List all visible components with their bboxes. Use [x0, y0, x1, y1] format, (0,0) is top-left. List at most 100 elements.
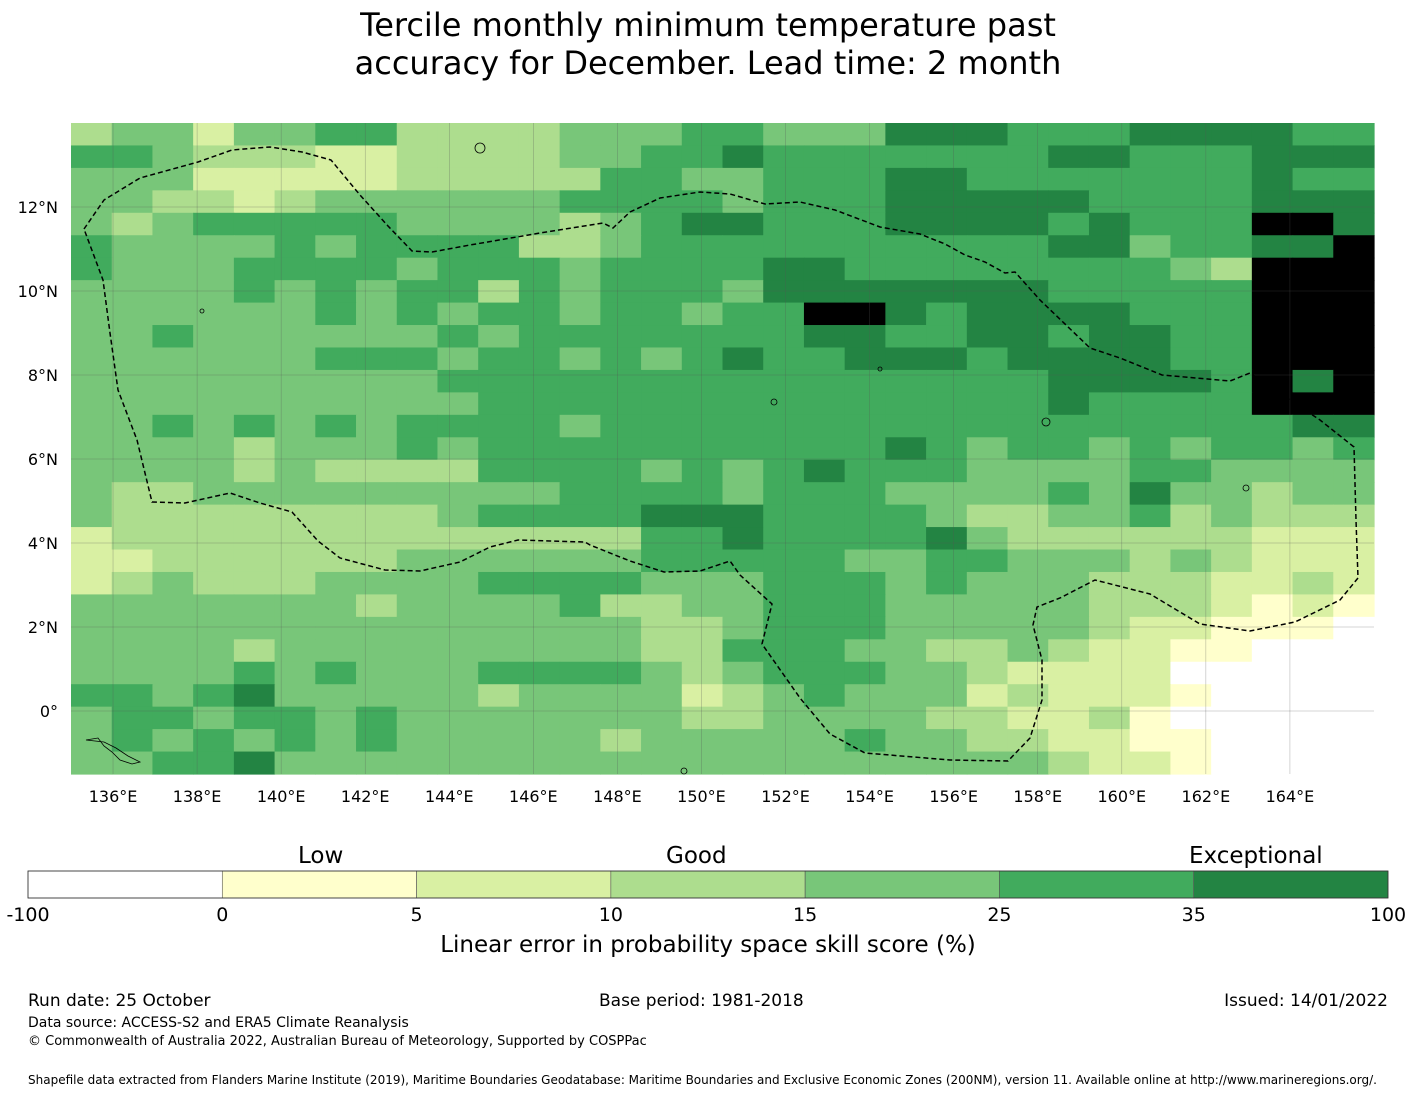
grid-cell: [1007, 459, 1049, 483]
grid-cell: [356, 392, 398, 416]
grid-cell: [71, 302, 113, 326]
grid-cell: [437, 280, 479, 304]
grid-cell: [885, 369, 927, 393]
grid-cell: [763, 235, 805, 259]
grid-cell: [1088, 729, 1131, 753]
grid-cell: [926, 257, 968, 281]
grid-cell: [437, 257, 479, 281]
grid-cell: [274, 482, 316, 506]
grid-cell: [966, 414, 1009, 438]
grid-cell: [763, 729, 805, 753]
grid-cell: [478, 392, 520, 416]
grid-cell: [803, 684, 846, 708]
grid-cell: [518, 325, 561, 349]
grid-cell: [844, 504, 886, 528]
grid-cell: [1129, 661, 1172, 685]
grid-cell: [518, 706, 561, 730]
grid-cell: [478, 325, 520, 349]
grid-cell: [1007, 527, 1049, 551]
grid-cell: [233, 347, 276, 371]
island-icon: [1041, 417, 1051, 427]
grid-cell: [844, 684, 886, 708]
grid-cell: [233, 729, 276, 753]
grid-cell: [1007, 751, 1049, 775]
grid-cell: [1048, 571, 1090, 596]
grid-cell: [437, 571, 479, 596]
grid-cell: [966, 616, 1009, 640]
grid-cell: [478, 729, 520, 753]
grid-cell: [356, 347, 398, 371]
grid-cell: [1211, 684, 1253, 708]
grid-cell: [926, 347, 968, 371]
grid-cell: [803, 706, 846, 730]
grid-cell: [518, 482, 561, 506]
grid-cell: [926, 549, 968, 573]
grid-cell: [518, 257, 561, 281]
grid-cell: [559, 459, 601, 483]
grid-cell: [1211, 549, 1253, 573]
grid-cell: [1048, 190, 1090, 214]
grid-cell: [1251, 639, 1294, 663]
grid-cell: [193, 661, 235, 685]
grid-cell: [559, 706, 601, 730]
y-tick-label: 12°N: [18, 198, 58, 217]
grid-cell: [1333, 414, 1375, 438]
grid-cell: [1048, 729, 1090, 753]
category-good: Good: [666, 843, 727, 869]
grid-cell: [681, 123, 724, 147]
grid-cell: [803, 190, 846, 214]
grid-cell: [803, 302, 846, 326]
grid-cell: [926, 280, 968, 304]
grid-cell: [926, 414, 968, 438]
grid-cell: [1088, 751, 1131, 775]
grid-cell: [803, 571, 846, 596]
grid-cell: [315, 459, 357, 483]
grid-cell: [1211, 594, 1253, 618]
grid-cell: [1333, 369, 1375, 393]
grid-cell: [233, 167, 276, 191]
grid-cell: [1088, 549, 1131, 573]
grid-cell: [1129, 212, 1172, 236]
grid-cell: [1292, 706, 1334, 730]
grid-cell: [71, 459, 113, 483]
grid-cell: [1333, 639, 1375, 663]
grid-cell: [681, 235, 724, 259]
grid-cell: [1048, 414, 1090, 438]
grid-cell: [641, 482, 683, 506]
grid-cell: [641, 325, 683, 349]
grid-cell: [356, 280, 398, 304]
grid-cell: [1007, 369, 1049, 393]
grid-cell: [803, 145, 846, 169]
grid-cell: [1251, 616, 1294, 640]
grid-cell: [1048, 257, 1090, 281]
grid-cell: [233, 639, 276, 663]
grid-cell: [966, 347, 1009, 371]
grid-cell: [722, 123, 764, 147]
grid-cell: [722, 459, 764, 483]
grid-cell: [152, 347, 194, 371]
grid-cell: [111, 527, 154, 551]
grid-cell: [478, 280, 520, 304]
grid-cell: [641, 684, 683, 708]
grid-cell: [396, 325, 439, 349]
grid-cell: [885, 257, 927, 281]
grid-cell: [356, 302, 398, 326]
grid-cell: [152, 212, 194, 236]
x-tick-label: 146°E: [509, 787, 558, 806]
grid-cell: [1251, 527, 1294, 551]
grid-cell: [1170, 235, 1212, 259]
grid-cell: [396, 527, 439, 551]
grid-cell: [600, 302, 642, 326]
grid-cell: [763, 504, 805, 528]
x-tick-label: 138°E: [173, 787, 222, 806]
grid-cell: [1211, 527, 1253, 551]
grid-cell: [1048, 347, 1090, 371]
x-tick-label: 152°E: [761, 787, 810, 806]
grid-cell: [233, 123, 276, 147]
grid-cell: [1170, 392, 1212, 416]
grid-cell: [274, 549, 316, 573]
grid-cell: [1251, 504, 1294, 528]
y-tick-label: 4°N: [28, 534, 58, 553]
grid-cell: [193, 729, 235, 753]
grid-cell: [681, 751, 724, 775]
